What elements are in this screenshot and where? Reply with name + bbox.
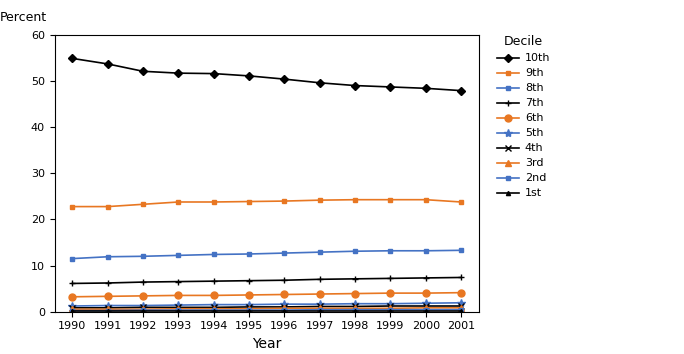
Text: Percent: Percent	[0, 11, 47, 24]
Legend: 10th, 9th, 8th, 7th, 6th, 5th, 4th, 3rd, 2nd, 1st: 10th, 9th, 8th, 7th, 6th, 5th, 4th, 3rd,…	[497, 35, 551, 199]
X-axis label: Year: Year	[252, 337, 281, 351]
